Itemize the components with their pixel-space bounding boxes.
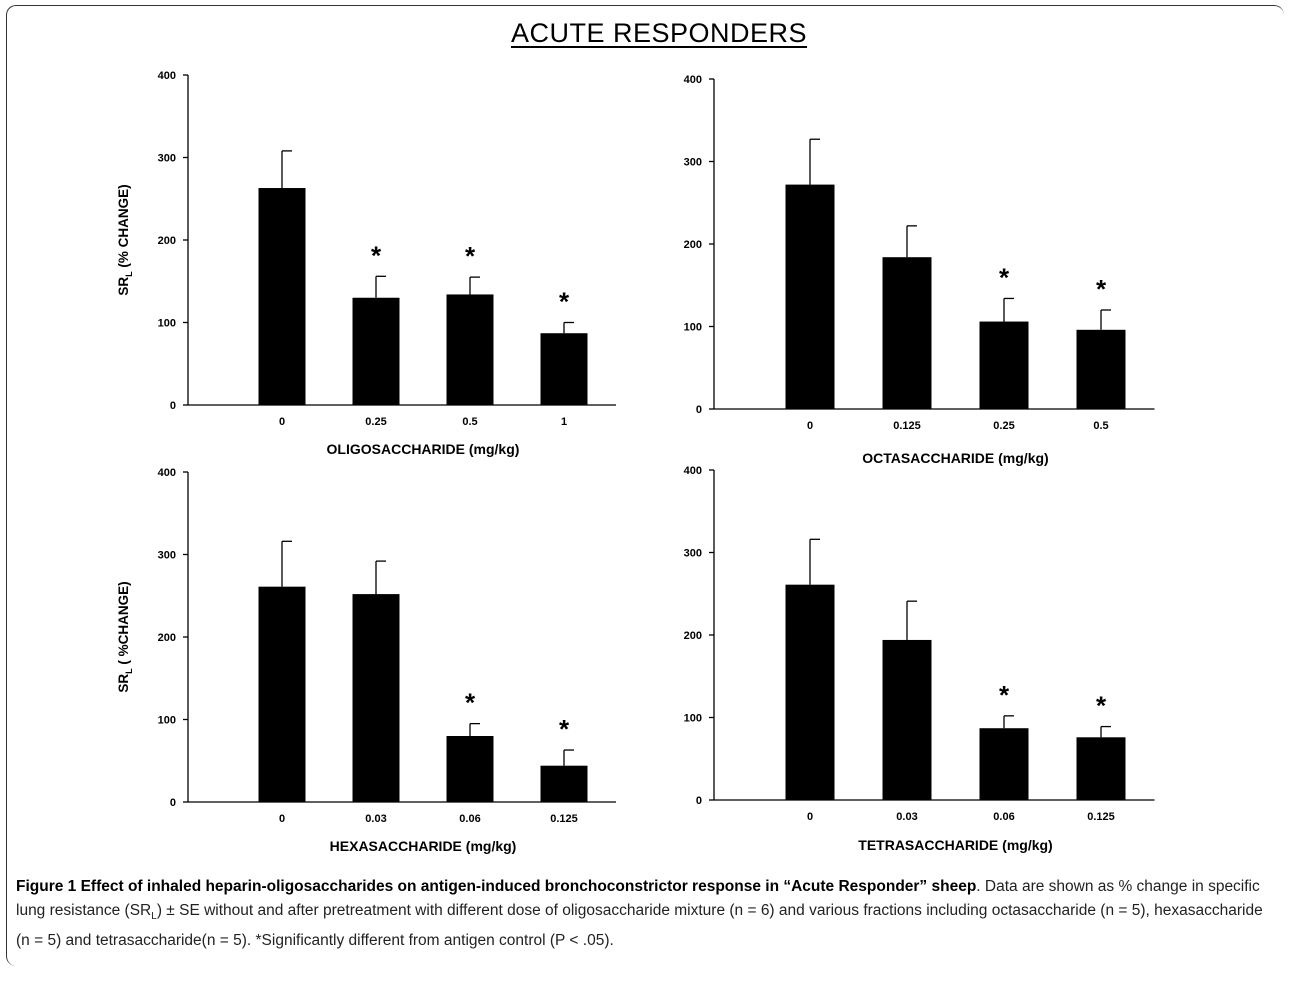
y-tick-label: 300: [684, 157, 702, 169]
x-axis-title: TETRASACCHARIDE (mg/kg): [858, 837, 1052, 853]
x-tick-label: 0.06: [993, 811, 1014, 823]
x-tick-label: 0.5: [462, 416, 477, 428]
x-axis-title: OCTASACCHARIDE (mg/kg): [862, 450, 1048, 466]
chart-panel-2: 0 100 200 300 400 0 0.125 0.25 * 0.5 * OCTASACCHARI…: [684, 74, 1155, 466]
bar: [979, 728, 1029, 800]
y-tick-label: 400: [684, 74, 702, 86]
significance-marker: *: [371, 240, 382, 270]
significance-marker: *: [465, 241, 476, 271]
y-tick-label: 300: [158, 153, 176, 165]
bar: [352, 594, 400, 802]
y-tick-label: 400: [158, 467, 176, 479]
figure-title: ACUTE RESPONDERS: [510, 18, 808, 48]
chart-panel-4: 0 100 200 300 400 0 0.03 0.06 * 0.125 * TETRASACCHA…: [684, 465, 1155, 853]
caption-text-start: . Data are shown as % change in specific…: [16, 878, 1260, 919]
bar: [352, 297, 400, 405]
bar: [785, 584, 835, 800]
significance-marker: *: [999, 680, 1010, 710]
caption-subscript: L: [151, 911, 157, 923]
significance-marker: *: [999, 262, 1010, 292]
significance-marker: *: [1096, 274, 1107, 304]
x-tick-label: 0.25: [993, 420, 1014, 432]
bar: [785, 184, 835, 409]
y-tick-label: 100: [684, 322, 702, 334]
chart-panel-3: 0 100 200 300 400 0 0.03 0.06 * 0.125 * HEXASACCHAR…: [116, 467, 616, 854]
significance-marker: *: [559, 714, 570, 744]
figure-caption: Figure 1 Effect of inhaled heparin-oligo…: [16, 875, 1274, 953]
bar: [979, 321, 1029, 409]
x-tick-label: 0: [279, 416, 285, 428]
y-tick-label: 200: [158, 632, 176, 644]
x-tick-label: 0: [279, 813, 285, 825]
y-tick-label: 300: [158, 550, 176, 562]
x-tick-label: 0.5: [1093, 420, 1108, 432]
y-tick-label: 0: [170, 797, 176, 809]
charts-area: 0 100 200 300 400 0 0.25 * 0.5 * 1 * OLIGOSACCHARIDE…: [116, 70, 1155, 854]
y-tick-label: 400: [158, 70, 176, 82]
y-tick-label: 0: [696, 795, 702, 807]
x-tick-label: 0.25: [365, 416, 386, 428]
significance-marker: *: [465, 688, 476, 718]
bar: [1076, 737, 1126, 800]
x-tick-label: 0.125: [893, 420, 921, 432]
significance-marker: *: [559, 287, 570, 317]
bar: [540, 333, 588, 405]
y-tick-label: 100: [158, 318, 176, 330]
x-axis-title: OLIGOSACCHARIDE (mg/kg): [327, 441, 520, 457]
y-tick-label: 200: [158, 235, 176, 247]
x-tick-label: 0.06: [459, 813, 480, 825]
y-tick-label: 400: [684, 465, 702, 477]
y-tick-label: 0: [696, 404, 702, 416]
y-tick-label: 100: [158, 715, 176, 727]
caption-text-end: ) ± SE without and after pretreatment wi…: [16, 902, 1263, 950]
significance-marker: *: [1096, 691, 1107, 721]
bar: [882, 639, 932, 800]
bar: [446, 294, 494, 405]
x-tick-label: 0: [807, 420, 813, 432]
x-tick-label: 0.125: [1087, 811, 1115, 823]
y-tick-label: 300: [684, 548, 702, 560]
bar: [446, 736, 494, 802]
x-tick-label: 0.125: [550, 813, 578, 825]
figure-frame: [6, 5, 1284, 966]
bar: [1076, 329, 1126, 409]
y-tick-label: 200: [684, 239, 702, 251]
x-tick-label: 0: [807, 811, 813, 823]
y-axis-title: SRL (% CHANGE): [116, 184, 134, 295]
y-tick-label: 100: [684, 713, 702, 725]
y-axis-title: SRL ( %CHANGE): [116, 581, 134, 692]
x-tick-label: 1: [561, 416, 567, 428]
y-tick-label: 0: [170, 400, 176, 412]
bar: [258, 188, 306, 405]
x-tick-label: 0.03: [896, 811, 917, 823]
bar: [540, 765, 588, 802]
caption-heading: Figure 1 Effect of inhaled heparin-oligo…: [16, 878, 977, 895]
x-axis-title: HEXASACCHARIDE (mg/kg): [330, 838, 517, 854]
y-tick-label: 200: [684, 630, 702, 642]
bar: [258, 586, 306, 802]
bar: [882, 257, 932, 409]
chart-panel-1: 0 100 200 300 400 0 0.25 * 0.5 * 1 * OLIGOSACCHARIDE…: [116, 70, 616, 457]
x-tick-label: 0.03: [365, 813, 386, 825]
